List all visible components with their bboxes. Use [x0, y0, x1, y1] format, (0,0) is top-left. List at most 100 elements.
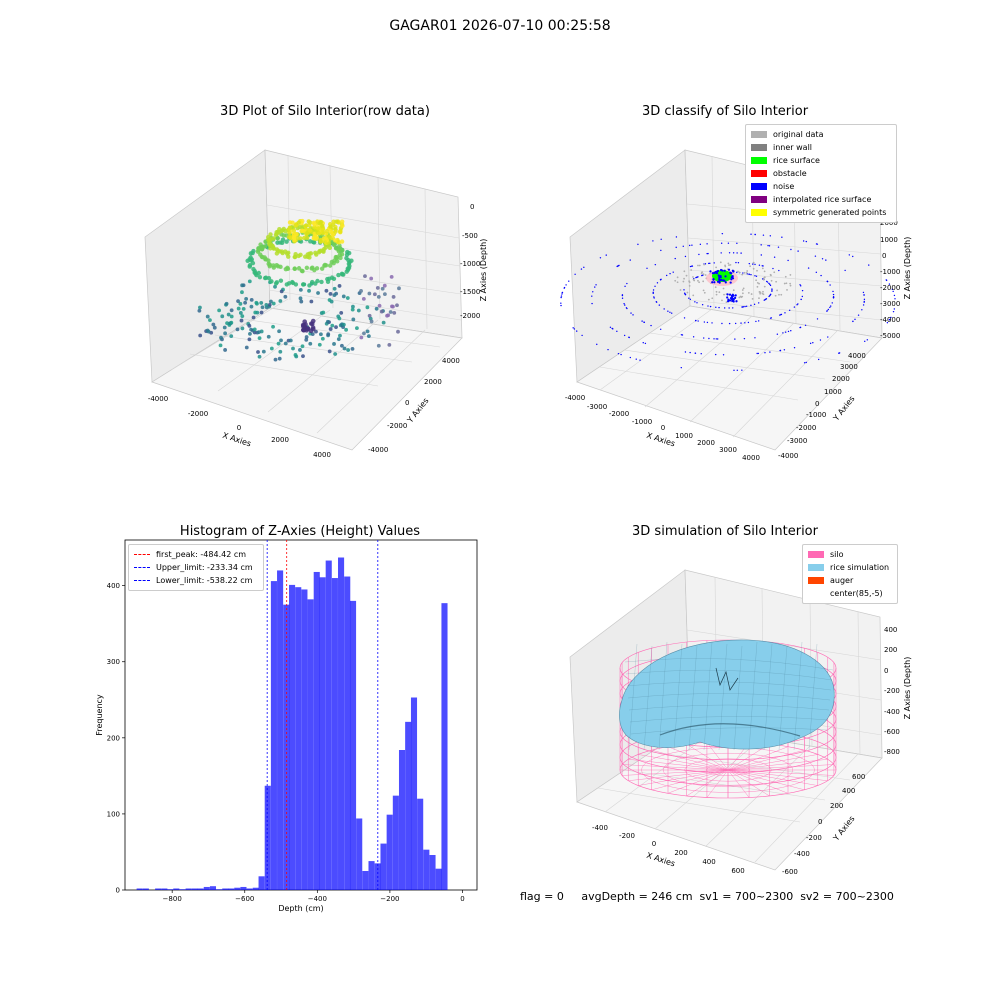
classify-data-point: [892, 310, 895, 313]
classify-data-point: [797, 250, 799, 252]
raw-data-point: [278, 278, 284, 283]
raw-data-point: [298, 252, 303, 257]
classify-data-point: [769, 284, 772, 287]
histogram-bar: [429, 855, 436, 890]
raw-data-point: [340, 223, 345, 229]
classify-data-point: [696, 302, 698, 304]
raw-data-point: [321, 310, 326, 315]
classify-data-point: [682, 245, 684, 247]
simulation-legend-item: rice simulation: [808, 561, 892, 574]
classify-data-point: [724, 264, 726, 267]
raw-data-point: [247, 337, 252, 342]
raw-data-point: [248, 255, 253, 260]
classify-data-point: [735, 300, 738, 303]
raw-data-point: [309, 266, 314, 271]
silo-floor-spoke: [727, 769, 834, 776]
classify-data-point: [560, 296, 562, 299]
classify-data-point: [692, 336, 695, 338]
histogram-ylabel: Frequency: [95, 694, 104, 736]
classify-data-point: [702, 280, 705, 283]
histogram-bar: [136, 888, 143, 890]
classify-data-point: [863, 300, 865, 303]
classify-data-point: [769, 294, 772, 296]
raw-data-point: [307, 288, 311, 293]
raw-data-point: [309, 299, 314, 304]
classify-data-point: [728, 252, 731, 254]
classify-data-point: [757, 320, 760, 322]
classify-data-point: [704, 263, 707, 265]
raw-data-point: [387, 342, 392, 347]
silo-floor-spoke: [638, 769, 729, 786]
classify-data-point: [646, 267, 648, 269]
raw-data-point: [301, 327, 306, 333]
classify-data-point: [752, 267, 755, 270]
classify-legend-label: obstacle: [773, 169, 807, 178]
classify-data-point: [862, 291, 865, 294]
classify-data-point: [680, 334, 683, 336]
simulation-ztick: 0: [884, 667, 888, 675]
classify-data-point: [796, 304, 798, 306]
raw-data-point: [240, 283, 245, 288]
classify-data-point: [722, 354, 725, 356]
classify-data-point: [730, 294, 734, 297]
simulation-legend-swatch: [808, 590, 824, 597]
raw-data-point: [328, 229, 334, 234]
classify-data-point: [620, 353, 622, 356]
classify-legend-item: inner wall: [751, 141, 891, 154]
classify-data-point: [675, 236, 678, 238]
histogram-bar: [289, 584, 296, 890]
raw-data-point: [300, 228, 305, 234]
raw-data-point: [267, 302, 272, 307]
classify-data-point: [573, 328, 576, 330]
histogram: −800 −600 −400 −200 0 0 100 200 300 400 Depth (c…: [95, 539, 478, 913]
classify-data-point: [672, 271, 674, 273]
simulation-legend-label: center(85,-5): [830, 589, 883, 598]
classify-data-point: [767, 244, 769, 247]
classify-data-point: [769, 351, 771, 353]
raw-data-point: [218, 343, 223, 348]
classify-ztick: -5000: [880, 332, 900, 340]
classify-data-point: [709, 270, 712, 273]
raw-data-point: [382, 283, 387, 288]
raw-data-point: [283, 341, 288, 346]
raw-data-point: [395, 303, 399, 308]
raw-data-point: [391, 304, 395, 309]
simulation-ytick: 600: [852, 773, 865, 781]
classify-data-point: [715, 293, 718, 296]
classify-data-point: [755, 279, 758, 282]
raw-data-point: [327, 298, 332, 302]
raw-data-point: [307, 228, 313, 233]
classify-ztick: -3000: [880, 300, 900, 308]
classify-data-point: [700, 353, 702, 355]
raw-data-point: [274, 280, 280, 285]
silo-floor-ring: [663, 753, 794, 788]
histogram-bar: [161, 888, 168, 890]
classify-data-point: [852, 320, 854, 323]
classify-data-point: [670, 312, 673, 314]
raw-data-point: [328, 291, 333, 296]
histogram-bar: [356, 818, 363, 890]
classify-data-point: [736, 369, 739, 371]
classify-data-point: [697, 264, 699, 267]
raw-plot-title: 3D Plot of Silo Interior(row data): [220, 104, 430, 119]
raw-data-point: [375, 286, 380, 290]
histogram-bar: [258, 876, 265, 890]
classify-data-point: [826, 310, 828, 312]
classify-data-point: [653, 296, 655, 298]
classify-legend-label: rice surface: [773, 156, 820, 165]
raw-xtick: 2000: [271, 436, 289, 444]
classify-data-point: [890, 316, 892, 319]
classify-data-point: [778, 293, 780, 296]
classify-ytick: -2000: [796, 424, 816, 432]
classify-data-point: [732, 307, 734, 309]
classify-data-point: [702, 289, 705, 292]
classify-data-point: [723, 293, 725, 296]
classify-data-point: [715, 338, 717, 340]
classify-data-point: [827, 336, 829, 338]
classify-data-point: [702, 273, 705, 276]
raw-data-point: [290, 220, 295, 225]
raw-data-point: [229, 334, 234, 339]
raw-data-point: [273, 284, 277, 289]
classify-data-point: [747, 321, 750, 324]
raw-data-point: [304, 337, 309, 342]
